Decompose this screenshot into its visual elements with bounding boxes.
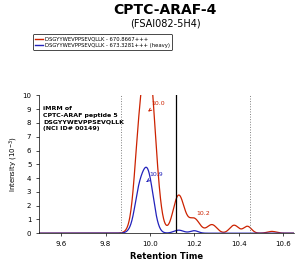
X-axis label: Retention Time: Retention Time	[130, 252, 203, 261]
Legend: DSGYYWEVPPSEVQLLK - 670.8667+++, DSGYYWEVPPSEVQLLK - 673.3281+++ (heavy): DSGYYWEVPPSEVQLLK - 670.8667+++, DSGYYWE…	[33, 34, 172, 50]
Text: 10.2: 10.2	[196, 211, 210, 216]
Text: 10.9: 10.9	[147, 172, 163, 182]
Text: iMRM of
CPTC-ARAF peptide 5
DSGYYWEVPPSEVQLLK
(NCI ID# 00149): iMRM of CPTC-ARAF peptide 5 DSGYYWEVPPSE…	[44, 107, 124, 131]
Text: CPTC-ARAF-4: CPTC-ARAF-4	[113, 3, 217, 17]
Text: (FSAI082-5H4): (FSAI082-5H4)	[130, 19, 200, 29]
Y-axis label: Intensity (10$^{-3}$): Intensity (10$^{-3}$)	[7, 136, 20, 192]
Text: 10.0: 10.0	[149, 101, 165, 111]
